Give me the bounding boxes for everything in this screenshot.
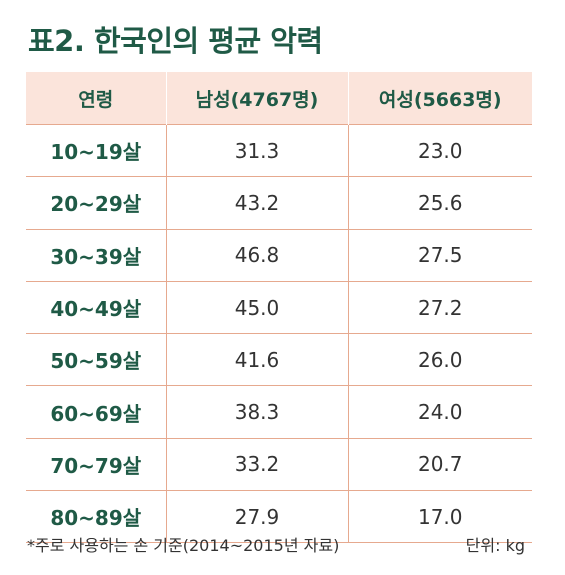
male-value-cell: 27.9 xyxy=(165,490,348,544)
age-cell: 40~49살 xyxy=(26,281,166,335)
male-value-cell: 31.3 xyxy=(165,123,348,178)
table-row: 40~49살 45.0 27.2 xyxy=(26,281,532,335)
table-title: 표2. 한국인의 평균 악력 xyxy=(28,24,323,58)
age-cell: 50~59살 xyxy=(26,333,166,387)
table-row: 60~69살 38.3 24.0 xyxy=(26,385,532,439)
male-value-cell: 41.6 xyxy=(165,333,348,387)
age-cell: 80~89살 xyxy=(26,490,166,544)
male-value-cell: 43.2 xyxy=(165,176,348,230)
female-value-cell: 17.0 xyxy=(347,490,532,544)
grip-strength-table-container: 연령 남성(4767명) 여성(5663명) 10~19살 31.3 23.0 … xyxy=(26,72,532,544)
table-row: 20~29살 43.2 25.6 xyxy=(26,176,532,230)
female-value-cell: 24.0 xyxy=(347,385,532,439)
age-cell: 60~69살 xyxy=(26,385,166,439)
age-cell: 70~79살 xyxy=(26,438,166,492)
age-cell: 30~39살 xyxy=(26,229,166,282)
female-value-cell: 26.0 xyxy=(347,333,532,387)
male-value-cell: 45.0 xyxy=(165,281,348,335)
table-row: 10~19살 31.3 23.0 xyxy=(26,123,532,178)
table-row: 80~89살 27.9 17.0 xyxy=(26,490,532,544)
table-row: 30~39살 46.8 27.5 xyxy=(26,229,532,282)
grip-strength-table: 연령 남성(4767명) 여성(5663명) 10~19살 31.3 23.0 … xyxy=(26,72,532,544)
age-cell: 10~19살 xyxy=(26,123,166,178)
female-value-cell: 27.5 xyxy=(347,229,532,282)
unit-label: 단위: kg xyxy=(465,536,525,555)
age-cell: 20~29살 xyxy=(26,176,166,230)
male-value-cell: 33.2 xyxy=(165,438,348,492)
table-row: 50~59살 41.6 26.0 xyxy=(26,333,532,387)
header-female: 여성(5663명) xyxy=(347,72,532,125)
header-age: 연령 xyxy=(78,88,114,111)
male-value-cell: 38.3 xyxy=(165,385,348,439)
footnote: *주로 사용하는 손 기준(2014~2015년 자료) xyxy=(27,536,340,555)
female-value-cell: 25.6 xyxy=(347,176,532,230)
table-body: 10~19살 31.3 23.0 20~29살 43.2 25.6 30~39살… xyxy=(26,123,532,544)
male-value-cell: 46.8 xyxy=(165,229,348,282)
female-value-cell: 20.7 xyxy=(347,438,532,492)
header-male: 남성(4767명) xyxy=(165,72,348,125)
header-row: 연령 남성(4767명) 여성(5663명) xyxy=(26,72,532,125)
female-value-cell: 27.2 xyxy=(347,281,532,335)
table-header: 연령 남성(4767명) 여성(5663명) xyxy=(26,72,532,125)
table-row: 70~79살 33.2 20.7 xyxy=(26,438,532,492)
female-value-cell: 23.0 xyxy=(347,123,532,178)
